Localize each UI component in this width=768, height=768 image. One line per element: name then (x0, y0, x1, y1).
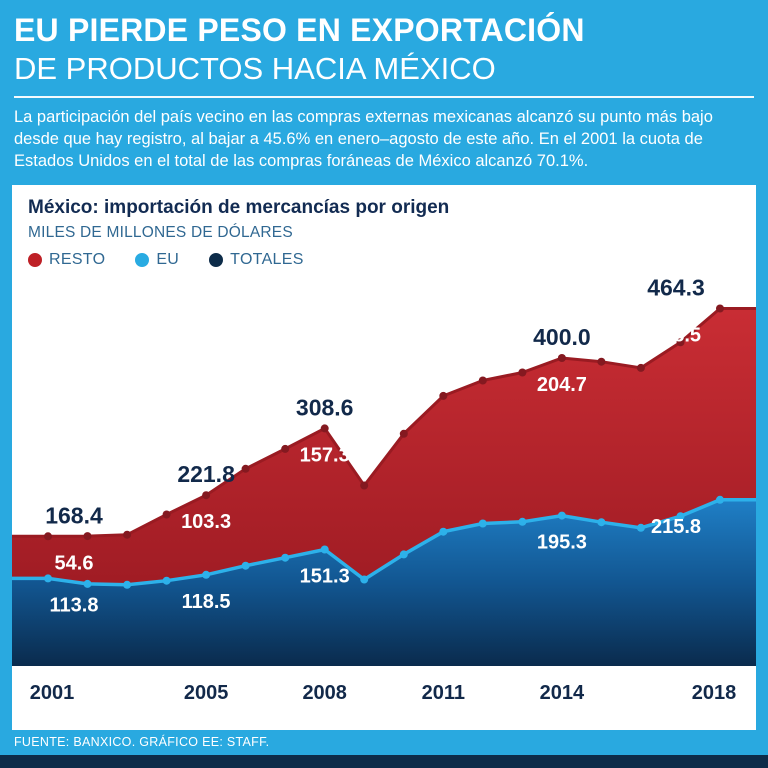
eu-label-2005: 118.5 (182, 591, 231, 613)
eu-point (83, 580, 92, 589)
legend-label: EU (156, 251, 180, 269)
eu-point (202, 571, 211, 580)
totales-point (44, 532, 52, 541)
eu-point (123, 581, 132, 590)
legend-dot-eu-icon (135, 253, 150, 268)
legend-item-totales: TOTALES (209, 251, 304, 269)
legend-dot-totales-icon (209, 253, 224, 268)
eu-line (12, 498, 756, 587)
eu-point (320, 545, 329, 554)
totales-line (12, 307, 756, 539)
totales-point (241, 465, 250, 474)
eu-point (162, 577, 171, 586)
resto-label-2018: 248.5 (651, 325, 701, 347)
eu-label-2014: 195.3 (537, 532, 587, 554)
eu-point (716, 496, 724, 505)
divider-line (14, 96, 754, 98)
totales-point (676, 338, 685, 347)
x-axis-label-2018: 2018 (692, 682, 737, 704)
headline-bold: EU PIERDE PESO EN EXPORTACIÓN (14, 12, 585, 48)
total-label-2014: 400.0 (533, 324, 591, 350)
bottom-navy-bar (0, 755, 768, 768)
chart-header: México: importación de mercancías por or… (12, 185, 756, 271)
eu-point (518, 518, 527, 527)
resto-label-2001: 54.6 (55, 553, 94, 575)
eu-label-2018: 215.8 (651, 516, 701, 538)
masthead: EU PIERDE PESO EN EXPORTACIÓN DE PRODUCT… (0, 0, 768, 185)
eu-label-2001: 113.8 (50, 595, 99, 617)
headline-light: DE PRODUCTOS HACIA MÉXICO (14, 51, 496, 86)
eu-point (360, 575, 369, 584)
eu-point (478, 519, 487, 528)
eu-point (399, 550, 408, 559)
lede-paragraph: La participación del país vecino en las … (14, 108, 713, 171)
total-label-2005: 221.8 (177, 462, 235, 488)
totales-point (518, 368, 527, 377)
eu-point (439, 528, 448, 537)
totales-point (162, 510, 171, 519)
eu-label-2008: 151.3 (300, 566, 350, 588)
chart-card: México: importación de mercancías por or… (12, 185, 756, 730)
totales-point (399, 430, 408, 439)
resto-label-2014: 204.7 (537, 374, 587, 396)
x-axis-label-2001: 2001 (30, 682, 75, 704)
totales-point (439, 392, 448, 401)
legend-label: TOTALES (230, 251, 304, 269)
eu-point (241, 562, 250, 571)
totales-point (320, 424, 329, 433)
eu-point (676, 512, 685, 521)
legend: RESTO EU TOTALES (28, 251, 740, 269)
x-axis-label-2011: 2011 (422, 682, 465, 704)
chart-title: México: importación de mercancías por or… (28, 197, 450, 219)
legend-item-eu: EU (135, 251, 179, 269)
totales-point (281, 445, 290, 454)
eu-point (44, 574, 52, 583)
totales-point (478, 376, 487, 385)
totales-point (716, 304, 724, 313)
totales-point (202, 491, 211, 500)
total-label-2008: 308.6 (296, 395, 354, 421)
footer: FUENTE: BANXICO. GRÁFICO EE: STAFF. (0, 730, 768, 768)
totales-point (557, 354, 566, 363)
legend-item-resto: RESTO (28, 251, 105, 269)
legend-label: RESTO (49, 251, 106, 269)
totales-point (597, 358, 606, 367)
stacked-area-chart: 168.4 54.6 113.8 221.8 103.3 118.5 308.6 157.3 1… (12, 275, 756, 704)
x-axis-label-2005: 2005 (184, 682, 229, 704)
chart-units-label: MILES DE MILLONES DE DÓLARES (28, 224, 293, 242)
resto-label-2008: 157.3 (300, 445, 350, 467)
x-axis-label-2014: 2014 (540, 682, 585, 704)
eu-point (557, 511, 566, 520)
totales-point (83, 532, 92, 541)
totales-point (123, 531, 132, 540)
totales-point (636, 364, 645, 373)
eu-area (12, 500, 756, 667)
x-axis-label-2008: 2008 (302, 682, 347, 704)
eu-point (636, 524, 645, 533)
resto-label-2005: 103.3 (181, 512, 231, 534)
legend-dot-resto-icon (28, 253, 42, 268)
total-label-2018: 464.3 (647, 275, 705, 301)
total-label-2001: 168.4 (45, 503, 103, 529)
source-credit: FUENTE: BANXICO. GRÁFICO EE: STAFF. (14, 735, 270, 749)
eu-point (281, 554, 290, 563)
eu-point (597, 518, 606, 527)
totales-point (360, 481, 369, 490)
